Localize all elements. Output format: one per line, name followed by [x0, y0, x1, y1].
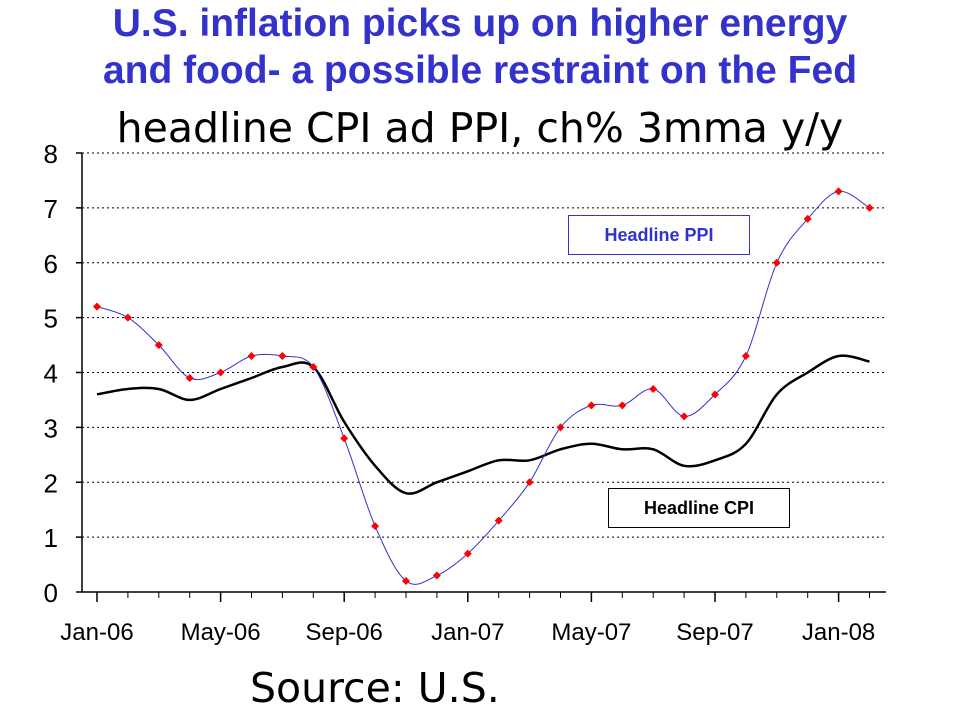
ppi-data-point	[93, 302, 101, 311]
y-tick-label: 6	[44, 249, 58, 279]
ppi-data-point	[185, 373, 194, 382]
x-tick-label: Jan-06	[60, 619, 133, 646]
y-tick-label: 0	[44, 578, 58, 608]
x-tick-label: Jan-07	[431, 619, 504, 646]
x-tick-label: Jan-08	[802, 619, 875, 646]
ppi-data-point	[772, 258, 781, 267]
y-tick-label: 2	[44, 468, 58, 498]
ppi-series-label: Headline PPI	[568, 215, 750, 255]
ppi-data-point	[340, 434, 349, 443]
x-tick-label: May-07	[551, 619, 631, 646]
chart-title-line-1: U.S. inflation picks up on higher energy	[112, 2, 848, 45]
ppi-data-point	[711, 390, 719, 399]
x-tick-label: Sep-07	[676, 619, 753, 646]
x-tick-label: Sep-06	[306, 619, 383, 646]
ppi-data-point	[680, 412, 689, 421]
ppi-data-point	[525, 478, 534, 487]
ppi-data-point	[123, 313, 132, 322]
y-tick-label: 8	[44, 139, 58, 169]
y-tick-label: 3	[44, 413, 58, 443]
ppi-data-point	[587, 401, 596, 410]
ppi-data-point	[834, 187, 843, 196]
ppi-data-point	[247, 352, 256, 361]
chart-title-line-2: and food- a possible restraint on the Fe…	[102, 49, 858, 92]
y-tick-label: 1	[44, 523, 58, 553]
ppi-data-point	[803, 214, 812, 223]
ppi-data-point	[494, 516, 503, 525]
ppi-data-point	[278, 352, 287, 361]
ppi-data-point	[154, 341, 163, 350]
x-tick-label: May-06	[181, 619, 261, 646]
ppi-data-point	[463, 549, 472, 558]
y-tick-label: 5	[44, 304, 58, 334]
ppi-data-point	[649, 384, 658, 393]
ppi-data-point	[216, 368, 225, 377]
cpi-series-label: Headline CPI	[608, 488, 790, 528]
ppi-data-point	[402, 577, 410, 586]
ppi-data-point	[741, 352, 750, 361]
ppi-data-point	[618, 401, 627, 410]
ppi-data-point	[371, 522, 380, 531]
y-tick-label: 4	[44, 359, 58, 389]
y-tick-label: 7	[44, 194, 58, 224]
ppi-data-point	[865, 203, 874, 212]
ppi-data-point	[309, 363, 318, 372]
ppi-data-point	[556, 423, 565, 432]
source-note: Source: U.S.	[250, 664, 500, 712]
cpi-series-line	[96, 354, 870, 495]
ppi-data-point	[432, 571, 441, 580]
chart-subtitle: headline CPI ad PPI, ch% 3mma y/y	[116, 104, 844, 152]
